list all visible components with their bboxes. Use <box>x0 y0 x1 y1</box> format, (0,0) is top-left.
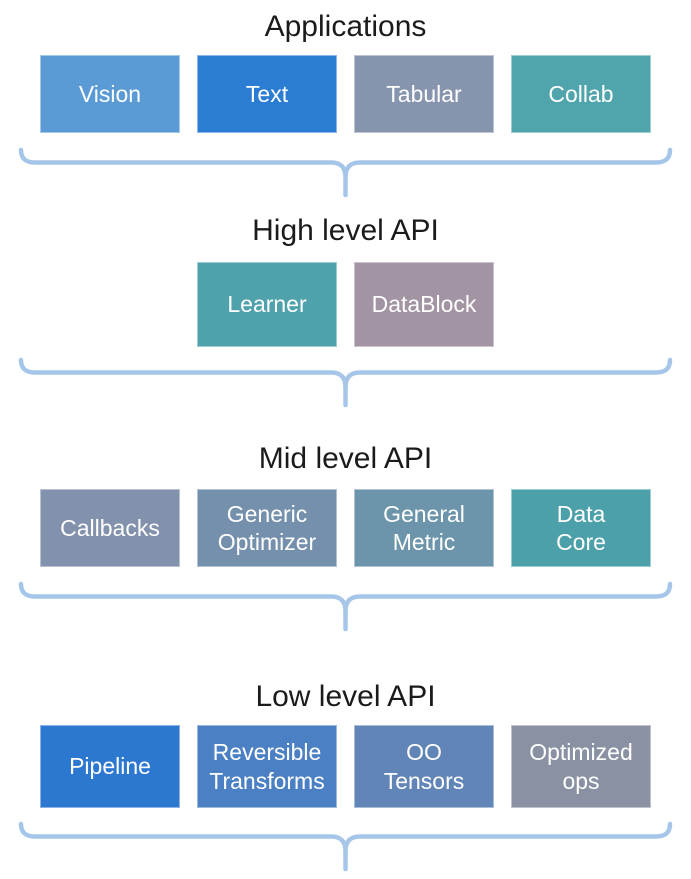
box-pipeline: Pipeline <box>40 725 180 808</box>
box-label: Callbacks <box>60 514 160 541</box>
curly-brace <box>18 147 673 198</box>
box-learner: Learner <box>197 262 337 347</box>
box-text: Text <box>197 55 337 133</box>
box-oo-tensors: OO Tensors <box>354 725 494 808</box>
box-tabular: Tabular <box>354 55 494 133</box>
box-general-metric: General Metric <box>354 489 494 567</box>
box-label: Generic <box>226 500 308 527</box>
box-label: Collab <box>548 80 614 107</box>
box-label: Metric <box>392 529 456 555</box>
box-data-core: Data Core <box>511 489 651 567</box>
box-label: Data <box>556 500 606 527</box>
box-label: OO <box>406 739 442 766</box>
box-datablock: DataBlock <box>354 262 494 347</box>
curly-brace <box>18 357 673 408</box>
box-label: Learner <box>227 291 307 318</box>
box-generic-optimizer: Generic Optimizer <box>197 489 337 567</box>
box-callbacks: Callbacks <box>40 489 180 567</box>
box-label: Tensors <box>383 767 465 794</box>
box-label: Transforms <box>209 767 325 794</box>
section-title-applications: Applications <box>264 10 427 43</box>
applications-row: Vision Text Tabular Collab <box>0 55 691 133</box>
box-label: DataBlock <box>371 291 477 318</box>
section-title-high-level-api: High level API <box>252 214 439 247</box>
mid-level-row: Callbacks Generic Optimizer General Metr… <box>0 489 691 567</box>
box-label: Reversible <box>212 739 322 766</box>
box-label: Optimizer <box>217 529 317 555</box>
box-label: General <box>383 500 465 527</box>
box-vision: Vision <box>40 55 180 133</box>
curly-brace <box>18 581 673 632</box>
box-label: Core <box>556 529 606 555</box>
high-level-row: Learner DataBlock <box>0 262 691 347</box>
box-label: ops <box>562 767 600 794</box>
box-label: Tabular <box>386 80 462 107</box>
box-label: Optimized <box>529 739 633 766</box>
box-collab: Collab <box>511 55 651 133</box>
box-reversible-transforms: Reversible Transforms <box>197 725 337 808</box>
low-level-row: Pipeline Reversible Transforms OO Tensor… <box>0 725 691 808</box>
section-title-low-level-api: Low level API <box>255 680 436 713</box>
curly-brace <box>18 821 673 872</box>
box-optimized-ops: Optimized ops <box>511 725 651 808</box>
section-title-mid-level-api: Mid level API <box>258 442 433 475</box>
box-label: Text <box>245 80 289 107</box>
box-label: Pipeline <box>69 753 151 780</box>
box-label: Vision <box>78 80 142 107</box>
